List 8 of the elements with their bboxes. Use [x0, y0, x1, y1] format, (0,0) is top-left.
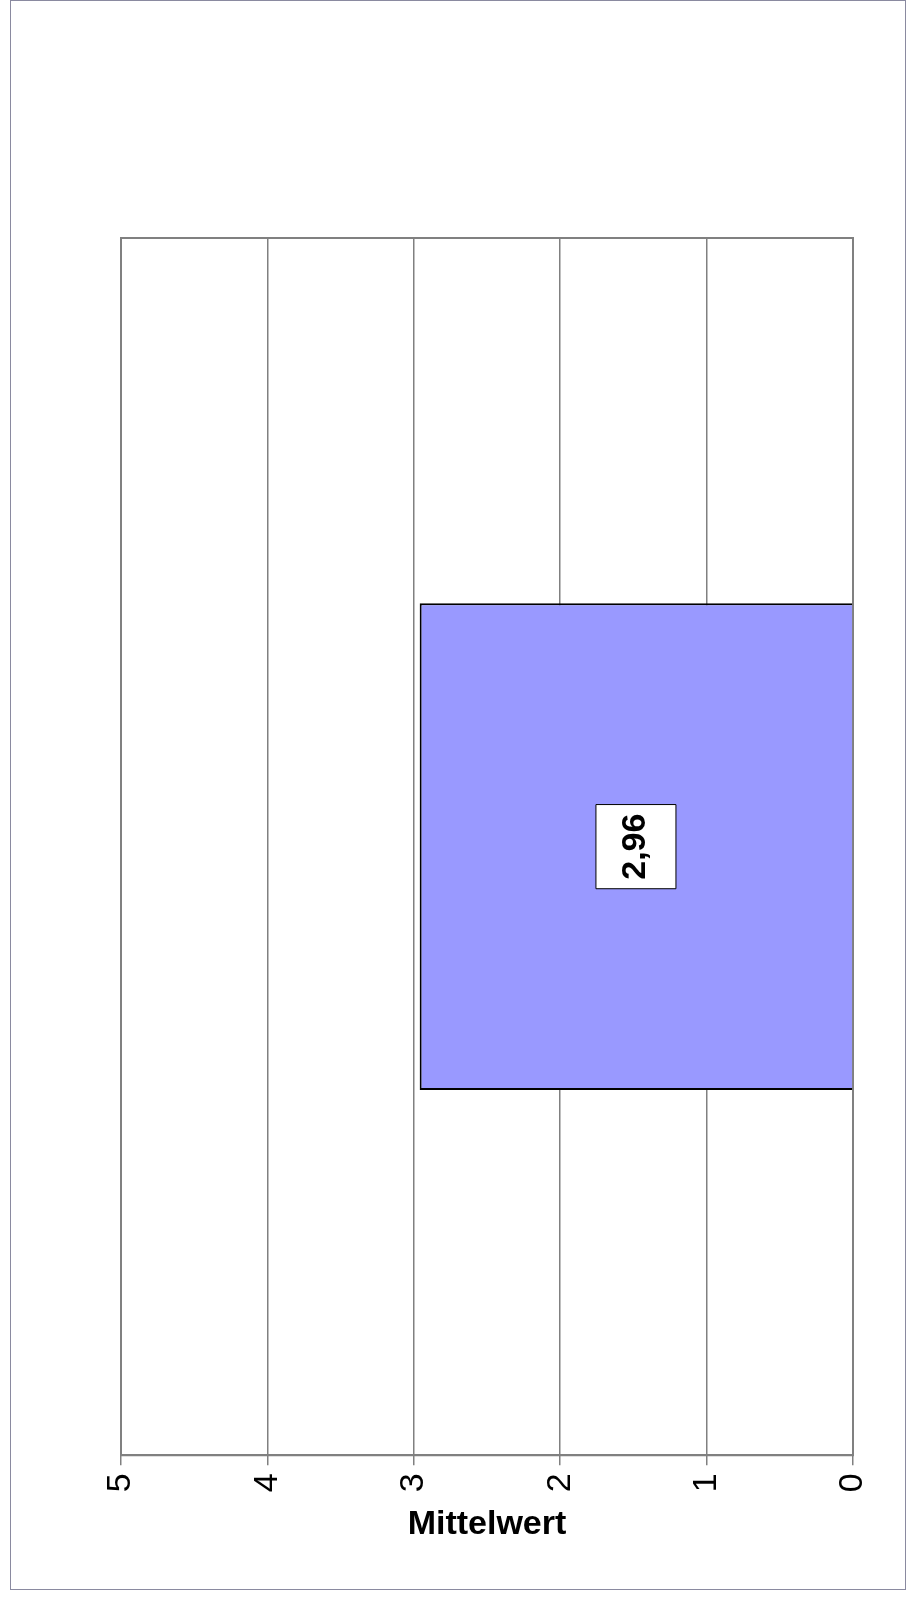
x-tick-label: 0	[831, 1473, 870, 1493]
x-tick-label: 1	[684, 1473, 723, 1493]
x-tick-label: 5	[99, 1473, 138, 1493]
x-tick-label: 2	[538, 1473, 577, 1493]
data-label: 2,96	[614, 813, 653, 880]
x-tick-label: 3	[392, 1473, 431, 1493]
x-axis-title: Mittelwert	[407, 1502, 567, 1541]
x-tick-label: 4	[245, 1473, 284, 1493]
